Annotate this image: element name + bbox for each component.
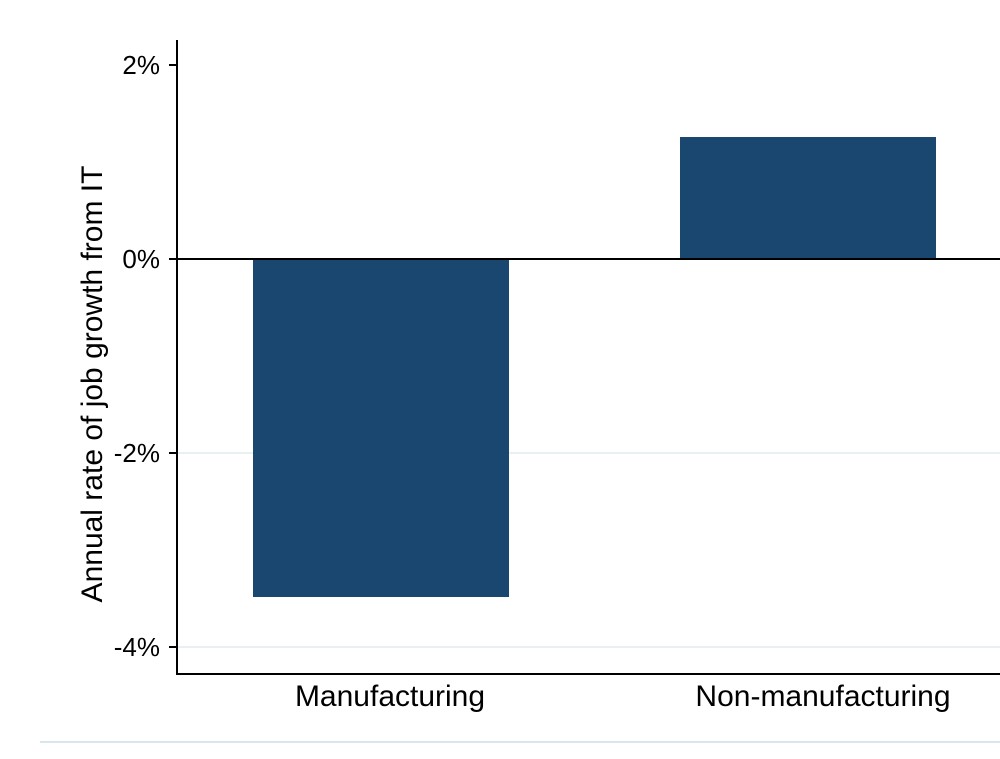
y-axis-title: Annual rate of job growth from IT [76, 165, 109, 603]
y-tick-label: 0% [122, 244, 160, 274]
x-category-label: Manufacturing [294, 680, 486, 713]
y-gridline [178, 645, 1000, 648]
y-tick-mark [169, 64, 176, 67]
y-tick-mark [169, 451, 176, 454]
y-gridline [178, 451, 1000, 454]
bar-non-manufacturing [680, 136, 936, 259]
y-axis-line [176, 40, 178, 674]
zero-baseline [176, 258, 1000, 260]
y-tick-label: -2% [113, 437, 160, 468]
y-tick-label: 2% [122, 50, 160, 81]
bar-chart-figure: Annual rate of job growth from IT 2% 0% -2… [40, 16, 1000, 743]
x-category-label: Non-manufacturing [695, 680, 951, 713]
y-tick-mark [169, 258, 176, 260]
y-tick-label: -4% [113, 631, 160, 662]
y-tick-mark [169, 645, 176, 648]
bar-manufacturing [253, 259, 509, 598]
x-axis-line [176, 673, 1000, 675]
